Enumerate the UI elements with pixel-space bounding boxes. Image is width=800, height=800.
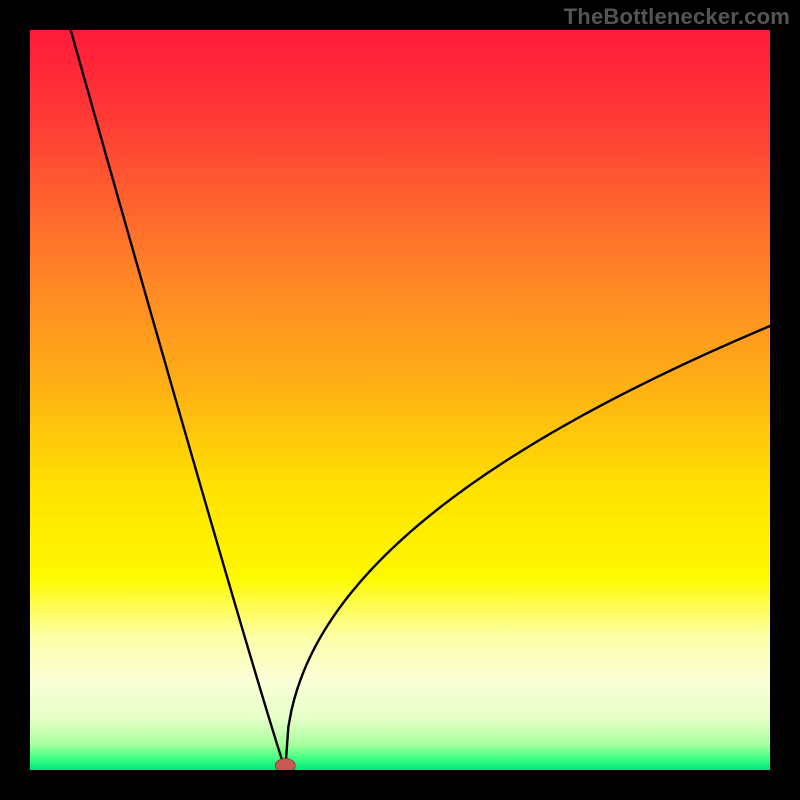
gradient-background [30, 30, 770, 770]
watermark-text: TheBottlenecker.com [564, 4, 790, 30]
optimum-marker [275, 759, 295, 770]
chart-frame: TheBottlenecker.com [0, 0, 800, 800]
bottleneck-chart [30, 30, 770, 770]
